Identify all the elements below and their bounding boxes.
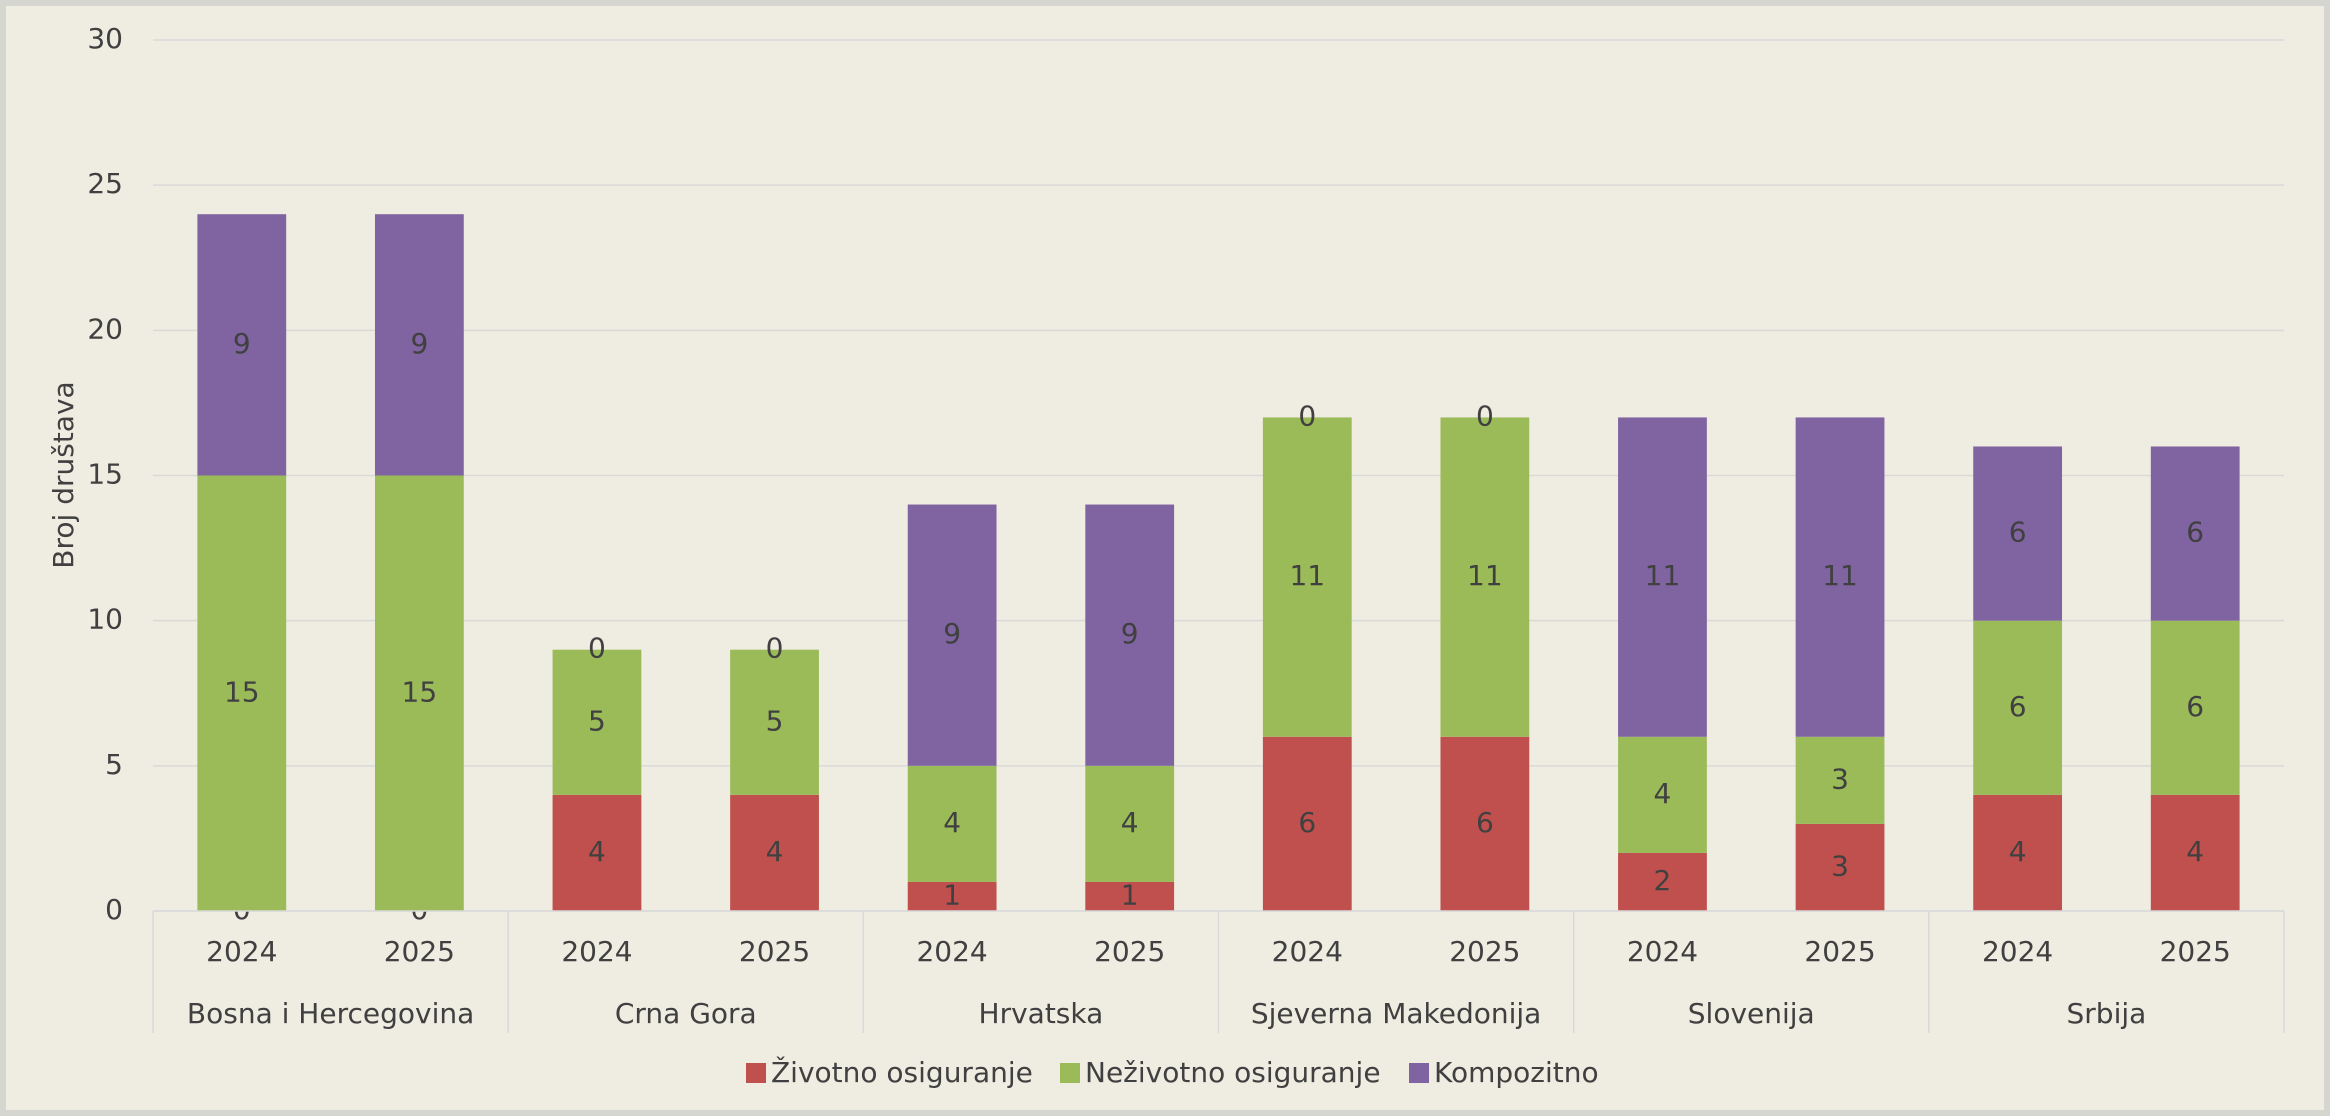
- bar-segment: [1973, 446, 2063, 621]
- bar-segment: [1973, 794, 2063, 911]
- y-axis-title: Broj društava: [47, 381, 80, 568]
- data-label: 11: [1289, 559, 1325, 592]
- data-label: 9: [410, 327, 428, 360]
- x-tick-label: 2025: [1804, 935, 1875, 968]
- data-label: 9: [1121, 617, 1139, 650]
- y-tick-label: 5: [105, 748, 123, 781]
- legend-label: Životno osiguranje: [771, 1055, 1033, 1089]
- bar-segment: [730, 649, 819, 795]
- legend-label: Neživotno osiguranje: [1085, 1056, 1381, 1089]
- y-tick-label: 20: [87, 312, 123, 345]
- data-label: 4: [1121, 806, 1139, 839]
- data-label: 0: [1298, 399, 1316, 432]
- data-label: 11: [1467, 559, 1503, 592]
- bar-segment: [1618, 417, 1707, 737]
- bar-segment: [907, 504, 997, 766]
- data-label: 9: [943, 617, 961, 650]
- data-label: 15: [224, 675, 260, 708]
- bar-segment: [1795, 736, 1885, 824]
- bar-segment: [1618, 852, 1707, 911]
- bar-segment: [197, 475, 287, 911]
- x-tick-label: 2024: [1982, 935, 2053, 968]
- bar-segment: [374, 475, 464, 911]
- x-tick-label: 2025: [384, 935, 455, 968]
- data-label: 6: [2009, 690, 2027, 723]
- y-tick-label: 25: [87, 167, 123, 200]
- data-label: 6: [1476, 806, 1494, 839]
- bar-segment: [1795, 417, 1885, 737]
- bar-segment: [2150, 794, 2240, 911]
- data-label: 5: [766, 704, 784, 737]
- y-tick-label: 30: [87, 22, 123, 55]
- y-tick-label: 10: [87, 603, 123, 636]
- bar-segment: [1085, 504, 1175, 766]
- data-label: 1: [943, 878, 961, 911]
- bar-segment: [552, 794, 642, 911]
- bar-segment: [1973, 620, 2063, 795]
- x-tick-label: 2024: [1627, 935, 1698, 968]
- x-tick-label: 2024: [561, 935, 632, 968]
- data-label: 0: [766, 632, 784, 665]
- data-label: 5: [588, 704, 606, 737]
- group-label: Slovenija: [1688, 997, 1815, 1030]
- data-label: 6: [2186, 690, 2204, 723]
- bar-segment: [552, 649, 642, 795]
- data-label: 4: [2186, 835, 2204, 868]
- bar-segment: [1262, 736, 1352, 911]
- legend-label: Kompozitno: [1434, 1056, 1599, 1089]
- bar-segment: [1085, 765, 1175, 882]
- data-label: 4: [588, 835, 606, 868]
- bar-segment: [1440, 417, 1530, 737]
- bar-segment: [197, 214, 287, 476]
- group-label: Bosna i Hercegovina: [187, 997, 474, 1030]
- x-tick-label: 2025: [1449, 935, 1520, 968]
- data-label: 15: [402, 675, 438, 708]
- data-label: 11: [1822, 559, 1858, 592]
- data-label: 6: [2009, 516, 2027, 549]
- group-label: Srbija: [2067, 997, 2147, 1030]
- bar-segment: [1618, 736, 1707, 853]
- bar-segment: [1085, 881, 1175, 911]
- data-label: 11: [1645, 559, 1681, 592]
- x-tick-label: 2024: [916, 935, 987, 968]
- data-label: 1: [1121, 878, 1139, 911]
- data-label: 3: [1831, 849, 1849, 882]
- data-label: 4: [2009, 835, 2027, 868]
- data-label: 2: [1654, 864, 1672, 897]
- data-label: 9: [233, 327, 251, 360]
- data-label: 6: [2186, 516, 2204, 549]
- group-label: Sjeverna Makedonija: [1251, 997, 1542, 1030]
- group-label: Crna Gora: [615, 997, 757, 1030]
- bar-segment: [1440, 736, 1530, 911]
- x-tick-label: 2025: [739, 935, 810, 968]
- bar-segment: [730, 794, 819, 911]
- x-tick-label: 2025: [2160, 935, 2231, 968]
- bar-segment: [1795, 823, 1885, 911]
- bar-segment: [907, 881, 997, 911]
- y-tick-label: 15: [87, 458, 123, 491]
- data-label: 0: [1476, 399, 1494, 432]
- data-label: 0: [588, 632, 606, 665]
- data-label: 3: [1831, 762, 1849, 795]
- bar-segment: [2150, 446, 2240, 621]
- data-label: 6: [1298, 806, 1316, 839]
- legend-swatch: [1060, 1063, 1080, 1083]
- y-tick-label: 0: [105, 893, 123, 926]
- data-label: 4: [1654, 777, 1672, 810]
- x-tick-label: 2025: [1094, 935, 1165, 968]
- group-label: Hrvatska: [979, 997, 1104, 1030]
- x-tick-label: 2024: [1272, 935, 1343, 968]
- data-label: 4: [943, 806, 961, 839]
- data-label: 4: [766, 835, 784, 868]
- legend-swatch: [1409, 1063, 1429, 1083]
- x-tick-label: 2024: [206, 935, 277, 968]
- bar-segment: [1262, 417, 1352, 737]
- legend-swatch: [746, 1063, 766, 1083]
- bar-segment: [2150, 620, 2240, 795]
- bar-segment: [374, 214, 464, 476]
- bar-segment: [907, 765, 997, 882]
